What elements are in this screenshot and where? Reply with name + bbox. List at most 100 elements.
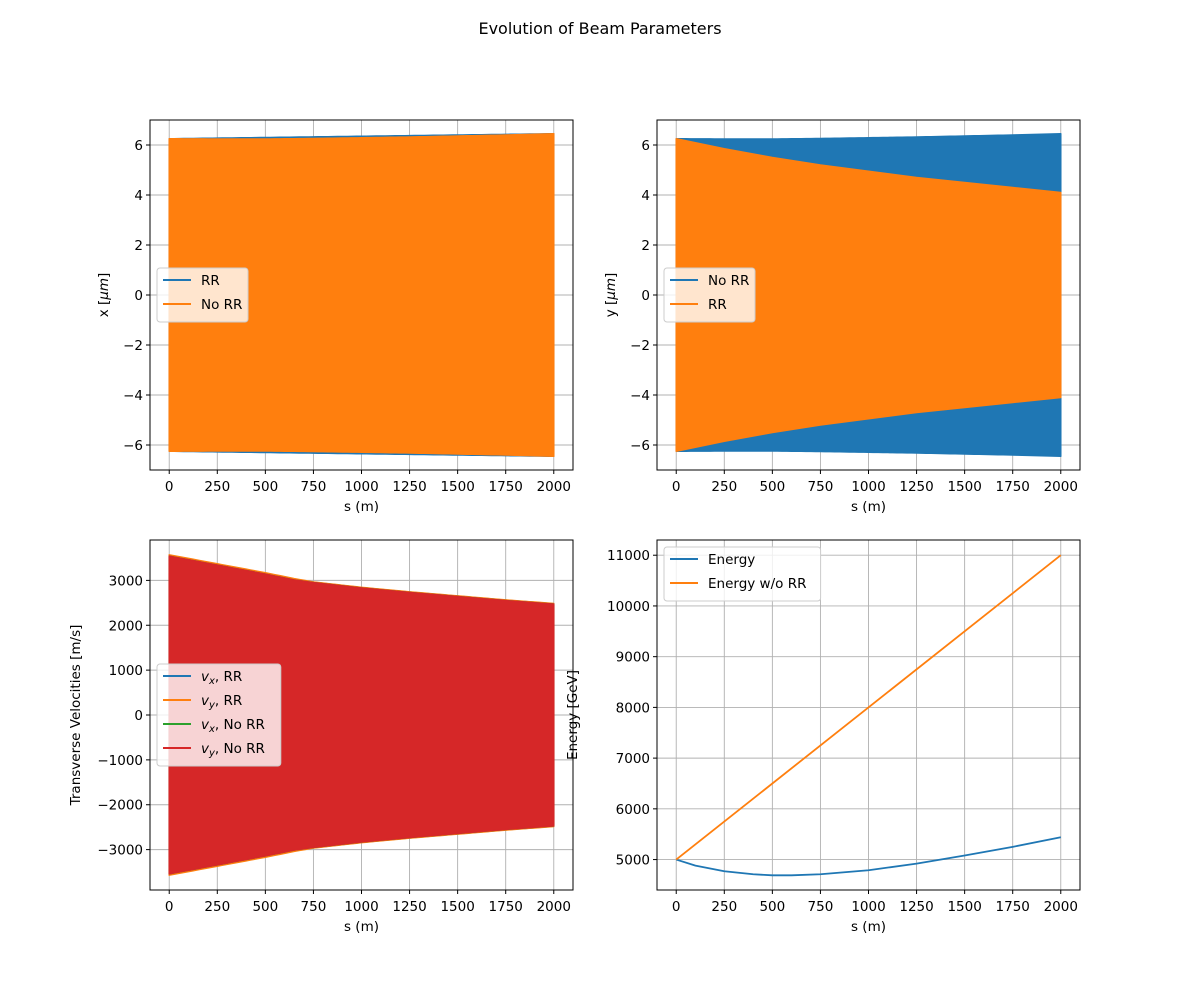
x-tick-label: 500 <box>252 899 278 915</box>
chart-energy: 0 250 500 750 1000 1250 1500 1750 2000 5000 6000 70… <box>565 539 1081 935</box>
x-tick-label: 1500 <box>440 479 474 495</box>
x-tick-label: 2000 <box>1044 479 1078 495</box>
x-tick-label: 250 <box>711 899 737 915</box>
y-tick-label: 2 <box>134 238 143 254</box>
x-tick-label: 2000 <box>1044 899 1078 915</box>
legend-entry: vy, RR <box>201 693 242 711</box>
legend: No RR RR <box>663 267 756 323</box>
x-tick-label: 1500 <box>440 899 474 915</box>
y-tick-label: 10000 <box>607 599 650 615</box>
y-tick-label: −4 <box>123 388 143 404</box>
legend-entry: RR <box>708 297 727 313</box>
y-tick-label: 4 <box>641 188 650 204</box>
y-tick-label: 11000 <box>607 548 650 564</box>
y-tick-label: 9000 <box>616 650 650 666</box>
y-axis-label: x [μm] <box>96 273 112 318</box>
y-tick-label: 2000 <box>109 618 143 634</box>
chart-transverse-velocities: 0 250 500 750 1000 1250 1500 1750 2000 −3000 −2000… <box>68 539 574 935</box>
x-tick-label: 1000 <box>344 479 378 495</box>
x-tick-label: 1250 <box>899 479 933 495</box>
x-axis-label: s (m) <box>344 499 379 515</box>
chart-x-position: 0 250 500 750 1000 1250 1500 1750 2000 −6 −4 −2 0 2 4 6… <box>96 119 574 515</box>
x-tick-label: 1750 <box>996 479 1030 495</box>
series-energy-w-o-rr-line <box>675 554 1062 861</box>
x-axis-label: s (m) <box>851 919 886 935</box>
x-tick-label: 750 <box>808 479 834 495</box>
x-tick-label: 2000 <box>537 899 571 915</box>
legend: Energy Energy w/o RR <box>663 546 822 602</box>
y-tick-label: −4 <box>630 388 650 404</box>
x-tick-label: 500 <box>759 479 785 495</box>
x-tick-label: 500 <box>252 479 278 495</box>
y-tick-label: 4 <box>134 188 143 204</box>
y-axis-label: Transverse Velocities [m/s] <box>68 625 84 807</box>
x-tick-label: 0 <box>165 899 174 915</box>
plot-area <box>168 554 555 876</box>
x-tick-label: 500 <box>759 899 785 915</box>
y-tick-label: −3000 <box>97 843 143 859</box>
chart-y-position: 0 250 500 750 1000 1250 1500 1750 2000 −6 −4 −2 0 2 4 6… <box>603 119 1081 515</box>
y-tick-label: −2 <box>630 338 650 354</box>
x-tick-label: 250 <box>204 899 230 915</box>
y-tick-label: 0 <box>134 288 143 304</box>
x-tick-label: 1500 <box>947 899 981 915</box>
y-axis-label: y [μm] <box>603 273 619 318</box>
y-tick-label: 8000 <box>616 700 650 716</box>
x-tick-label: 0 <box>165 479 174 495</box>
plot-area <box>675 133 1062 457</box>
legend: RR No RR <box>156 267 249 323</box>
legend-entry: Energy w/o RR <box>708 576 806 592</box>
plot-area <box>168 133 555 457</box>
x-tick-label: 250 <box>711 479 737 495</box>
series-rr-envelope <box>675 138 1062 452</box>
x-tick-label: 1250 <box>392 899 426 915</box>
y-tick-label: 1000 <box>109 663 143 679</box>
y-tick-label: 7000 <box>616 751 650 767</box>
x-tick-label: 1000 <box>344 899 378 915</box>
x-tick-label: 0 <box>672 479 681 495</box>
x-tick-label: 750 <box>301 899 327 915</box>
legend: vx, RR vy, RR vx, No RR vy, No RR <box>156 663 282 767</box>
x-tick-label: 1000 <box>851 479 885 495</box>
series-no-rr-envelope <box>168 133 555 457</box>
legend-entry: No RR <box>201 297 242 313</box>
legend-box <box>663 267 756 323</box>
series-v-y-no-rr-envelope <box>168 555 555 875</box>
y-tick-label: −2000 <box>97 798 143 814</box>
x-tick-label: 1250 <box>899 899 933 915</box>
x-axis-label: s (m) <box>344 919 379 935</box>
x-tick-label: 1000 <box>851 899 885 915</box>
legend-entry: No RR <box>708 273 749 289</box>
grid <box>657 540 1080 890</box>
figure-title: Evolution of Beam Parameters <box>478 19 721 38</box>
x-tick-label: 2000 <box>537 479 571 495</box>
y-tick-label: 5000 <box>616 853 650 869</box>
y-axis-label: Energy [GeV] <box>565 670 581 760</box>
plot-area <box>675 554 1062 877</box>
y-tick-label: 0 <box>641 288 650 304</box>
legend-entry: vx, RR <box>201 669 242 687</box>
x-tick-label: 1750 <box>996 899 1030 915</box>
y-tick-label: 3000 <box>109 573 143 589</box>
legend-box <box>156 663 282 767</box>
y-tick-label: 6000 <box>616 802 650 818</box>
legend-box <box>663 546 822 602</box>
x-tick-label: 1250 <box>392 479 426 495</box>
legend-entry: RR <box>201 273 220 289</box>
y-tick-label: 6 <box>134 138 143 154</box>
x-tick-label: 750 <box>808 899 834 915</box>
y-tick-label: 6 <box>641 138 650 154</box>
x-tick-label: 1750 <box>489 479 523 495</box>
y-tick-label: −6 <box>123 438 143 454</box>
x-tick-label: 0 <box>672 899 681 915</box>
y-tick-label: −1000 <box>97 753 143 769</box>
legend-box <box>156 267 249 323</box>
y-tick-label: −2 <box>123 338 143 354</box>
legend-entry: vx, No RR <box>201 717 265 735</box>
y-tick-label: −6 <box>630 438 650 454</box>
y-tick-label: 0 <box>134 708 143 724</box>
x-tick-label: 750 <box>301 479 327 495</box>
x-tick-label: 1750 <box>489 899 523 915</box>
x-axis-label: s (m) <box>851 499 886 515</box>
